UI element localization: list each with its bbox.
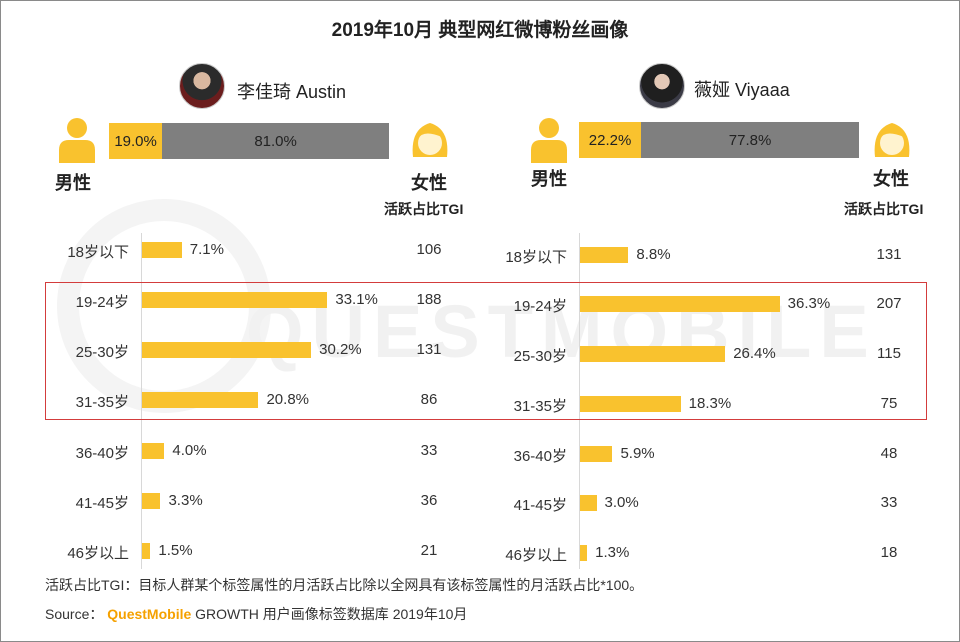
tgi-value-austin: 21 (420, 542, 438, 559)
tgi-value-viyaaa: 75 (880, 395, 898, 412)
bar-viyaaa-31-35 (580, 396, 681, 412)
tgi-value-austin: 36 (420, 492, 438, 509)
tgi-value-viyaaa: 131 (876, 246, 902, 263)
bar-viyaaa-18 (580, 247, 629, 263)
male-person-icon (531, 118, 567, 163)
bar-viyaaa-25-30 (580, 346, 726, 362)
tgi-value-austin: 86 (420, 391, 438, 408)
value-label-viyaaa: 26.4% (733, 345, 776, 362)
tgi-value-viyaaa: 115 (877, 345, 901, 362)
value-label-viyaaa: 1.3% (595, 544, 630, 561)
chart-title: 2019年10月 典型网红微博粉丝画像 (331, 20, 629, 41)
category-label-austin: 46岁以上 (67, 545, 129, 562)
male-person-icon (59, 118, 95, 163)
gender-ratio-viyaaa: 22.2% 77.8% (579, 122, 859, 158)
bar-austin-36-40 (142, 443, 165, 459)
female-share-viyaaa: 77.8% (641, 122, 859, 158)
value-label-austin: 7.1% (189, 241, 224, 258)
female-label-right: 女性 (873, 169, 909, 189)
value-label-viyaaa: 8.8% (636, 246, 671, 263)
category-label-austin: 41-45岁 (75, 495, 129, 512)
source-text: GROWTH 用户画像标签数据库 2019年10月 (195, 606, 468, 622)
category-label-viyaaa: 18岁以下 (505, 249, 567, 266)
bar-austin-31-35 (142, 392, 259, 408)
category-label-viyaaa: 31-35岁 (513, 398, 567, 415)
avatar-austin (179, 63, 225, 109)
value-label-austin: 4.0% (172, 442, 207, 459)
tgi-value-viyaaa: 18 (880, 544, 898, 561)
avatar-viyaaa (639, 63, 685, 109)
value-label-austin: 3.3% (168, 492, 203, 509)
category-label-viyaaa: 25-30岁 (513, 348, 567, 365)
tgi-value-austin: 106 (416, 241, 442, 258)
value-label-austin: 20.8% (266, 391, 310, 408)
bar-viyaaa-36-40 (580, 446, 613, 462)
tgi-footnote: 活跃占比TGI：目标人群某个标签属性的月活跃占比除以全网具有该标签属性的月活跃占… (45, 577, 644, 593)
bar-austin-18 (142, 242, 182, 258)
category-label-austin: 19-24岁 (75, 294, 129, 311)
source-line: Source： QuestMobile GROWTH 用户画像标签数据库 201… (45, 604, 467, 624)
source-label: Source： (45, 606, 104, 622)
value-label-austin: 1.5% (158, 542, 193, 559)
bar-axis-left (141, 233, 142, 569)
category-label-austin: 25-30岁 (75, 344, 129, 361)
female-person-icon (874, 123, 910, 157)
category-label-viyaaa: 46岁以上 (505, 547, 567, 564)
panel-name-austin: 李佳琦 Austin (237, 82, 347, 102)
value-label-austin: 33.1% (335, 291, 378, 308)
category-label-viyaaa: 41-45岁 (513, 497, 567, 514)
source-brand: QuestMobile (107, 606, 192, 622)
bar-axis-right (579, 233, 580, 569)
category-label-austin: 31-35岁 (75, 394, 129, 411)
tgi-header-left: 活跃占比TGI (384, 201, 464, 217)
category-label-viyaaa: 36-40岁 (513, 448, 567, 465)
tgi-value-austin: 188 (416, 291, 442, 308)
gender-ratio-austin: 19.0% 81.0% (109, 123, 389, 159)
bar-austin-41-45 (142, 493, 161, 509)
male-share-austin: 19.0% (109, 123, 163, 159)
bar-austin-25-30 (142, 342, 312, 358)
highlight-box-19-35 (45, 282, 927, 420)
bar-viyaaa-41-45 (580, 495, 597, 511)
panel-name-viyaaa: 薇娅 Viyaaa (694, 80, 790, 100)
tgi-value-austin: 33 (420, 442, 438, 459)
bar-viyaaa-19-24 (580, 296, 780, 312)
tgi-value-viyaaa: 48 (880, 445, 898, 462)
value-label-viyaaa: 5.9% (620, 445, 655, 462)
male-share-viyaaa: 22.2% (579, 122, 642, 158)
male-label-right: 男性 (531, 169, 567, 189)
tgi-value-viyaaa: 207 (876, 295, 902, 312)
value-label-viyaaa: 36.3% (787, 295, 831, 312)
category-label-austin: 18岁以下 (67, 244, 129, 261)
female-person-icon (412, 123, 448, 157)
female-share-austin: 81.0% (162, 123, 389, 159)
tgi-header-right: 活跃占比TGI (844, 201, 924, 217)
bar-viyaaa-46 (580, 545, 588, 561)
category-label-viyaaa: 19-24岁 (513, 298, 567, 315)
female-label-left: 女性 (411, 173, 447, 193)
tgi-value-austin: 131 (416, 341, 442, 358)
bar-austin-19-24 (142, 292, 328, 308)
tgi-value-viyaaa: 33 (880, 494, 898, 511)
bar-austin-46 (142, 543, 151, 559)
value-label-viyaaa: 3.0% (604, 494, 639, 511)
category-label-austin: 36-40岁 (75, 445, 129, 462)
value-label-austin: 30.2% (319, 341, 362, 358)
value-label-viyaaa: 18.3% (688, 395, 732, 412)
male-label-left: 男性 (55, 173, 91, 193)
